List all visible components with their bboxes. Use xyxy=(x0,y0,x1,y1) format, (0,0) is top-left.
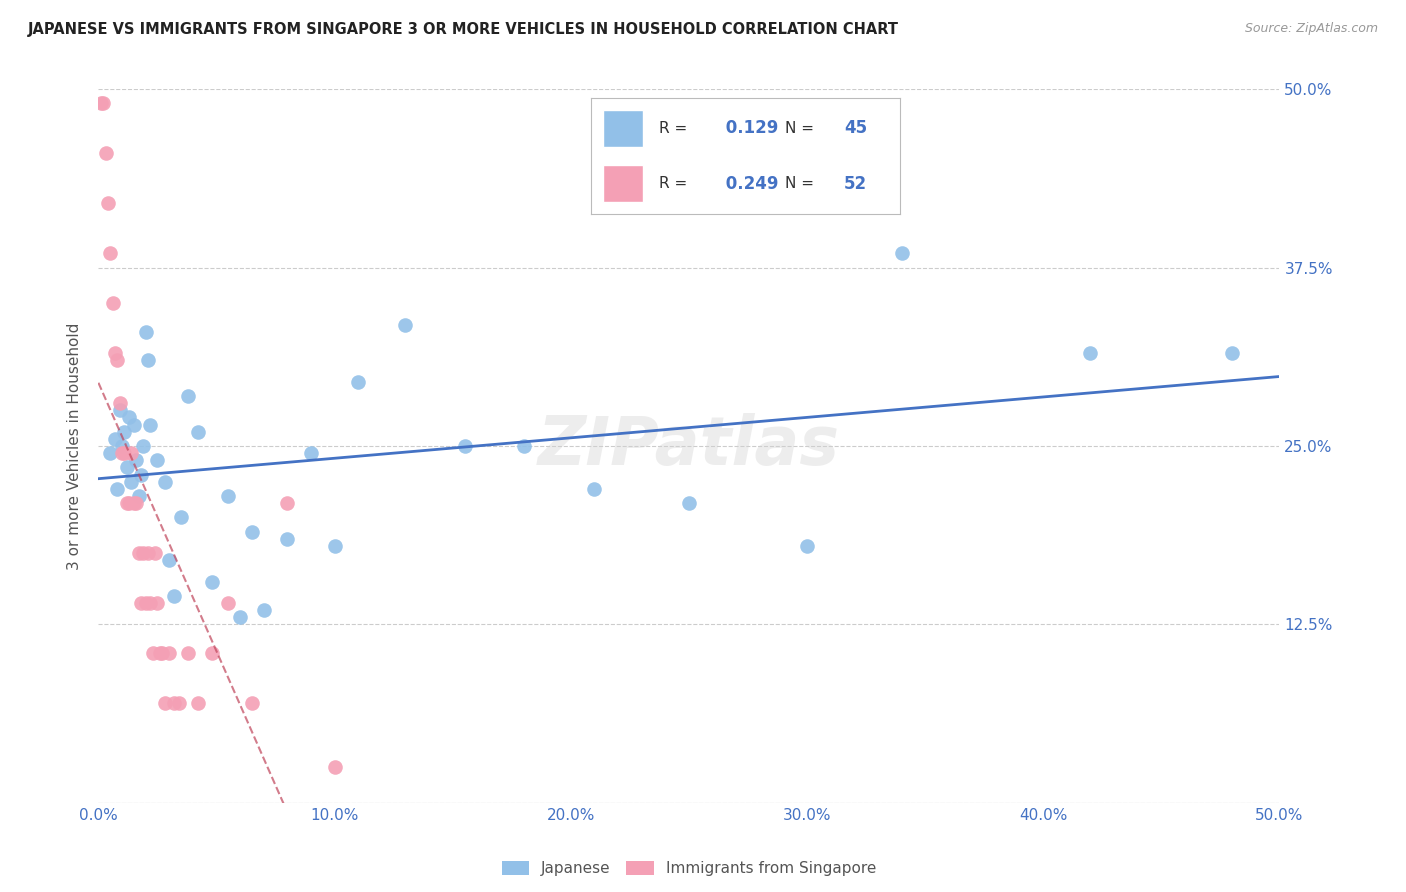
Point xyxy=(347,375,370,389)
Point xyxy=(201,574,224,589)
Point xyxy=(170,510,193,524)
Point xyxy=(97,196,120,211)
Text: 52: 52 xyxy=(844,175,868,193)
Point xyxy=(118,410,141,425)
Point xyxy=(157,553,180,567)
Point xyxy=(1080,346,1102,360)
Point xyxy=(104,432,127,446)
Point xyxy=(678,496,700,510)
Point xyxy=(323,760,346,774)
Point xyxy=(512,439,534,453)
Legend: Japanese, Immigrants from Singapore: Japanese, Immigrants from Singapore xyxy=(496,856,882,880)
Point xyxy=(167,696,190,710)
Point xyxy=(153,696,176,710)
Point xyxy=(139,596,162,610)
Text: N =: N = xyxy=(786,177,814,192)
Point xyxy=(115,460,138,475)
Point xyxy=(583,482,606,496)
Point xyxy=(98,446,121,460)
Point xyxy=(135,325,157,339)
Point xyxy=(125,453,148,467)
Point xyxy=(122,417,145,432)
Point xyxy=(163,696,186,710)
Point xyxy=(101,296,124,310)
Point xyxy=(146,596,169,610)
Y-axis label: 3 or more Vehicles in Household: 3 or more Vehicles in Household xyxy=(67,322,83,570)
Point xyxy=(142,646,165,660)
Point xyxy=(135,596,157,610)
Text: 0.249: 0.249 xyxy=(720,175,779,193)
Point xyxy=(132,546,155,560)
Point xyxy=(796,539,818,553)
Point xyxy=(394,318,416,332)
Text: R =: R = xyxy=(658,120,686,136)
Point xyxy=(136,353,159,368)
Point xyxy=(91,96,114,111)
Point xyxy=(122,496,145,510)
Text: 0.129: 0.129 xyxy=(720,120,779,137)
Point xyxy=(323,539,346,553)
Point xyxy=(146,453,169,467)
Point xyxy=(108,396,131,410)
Point xyxy=(217,489,239,503)
Text: ZIPatlas: ZIPatlas xyxy=(538,413,839,479)
Point xyxy=(201,646,224,660)
Text: 45: 45 xyxy=(844,120,868,137)
Point xyxy=(217,596,239,610)
Point xyxy=(111,446,134,460)
Point xyxy=(125,496,148,510)
Point xyxy=(153,475,176,489)
Point xyxy=(276,532,298,546)
Point xyxy=(111,439,134,453)
Point xyxy=(121,446,143,460)
Point xyxy=(177,646,200,660)
Point xyxy=(94,146,117,161)
Point xyxy=(112,425,135,439)
Point xyxy=(128,546,150,560)
Point xyxy=(105,353,128,368)
Point xyxy=(157,646,180,660)
Text: Source: ZipAtlas.com: Source: ZipAtlas.com xyxy=(1244,22,1378,36)
Point xyxy=(229,610,252,624)
Point xyxy=(128,489,150,503)
Point xyxy=(453,439,475,453)
Point xyxy=(240,524,263,539)
Point xyxy=(177,389,200,403)
FancyBboxPatch shape xyxy=(603,165,643,202)
Point xyxy=(129,596,152,610)
Point xyxy=(121,475,143,489)
Point xyxy=(132,439,155,453)
Point xyxy=(105,482,128,496)
Point xyxy=(150,646,173,660)
Point xyxy=(115,496,138,510)
Point xyxy=(187,425,209,439)
Text: N =: N = xyxy=(786,120,814,136)
Point xyxy=(163,589,186,603)
Point xyxy=(139,417,162,432)
Point xyxy=(104,346,127,360)
Point xyxy=(136,546,159,560)
Point xyxy=(90,96,112,111)
Point xyxy=(299,446,322,460)
Point xyxy=(108,403,131,417)
Point xyxy=(1220,346,1243,360)
Point xyxy=(118,496,141,510)
Text: JAPANESE VS IMMIGRANTS FROM SINGAPORE 3 OR MORE VEHICLES IN HOUSEHOLD CORRELATIO: JAPANESE VS IMMIGRANTS FROM SINGAPORE 3 … xyxy=(28,22,898,37)
Point xyxy=(890,246,912,260)
Point xyxy=(129,467,152,482)
Point xyxy=(187,696,209,710)
Point xyxy=(98,246,121,260)
Point xyxy=(276,496,298,510)
Point xyxy=(143,546,166,560)
Text: R =: R = xyxy=(658,177,686,192)
Point xyxy=(112,446,135,460)
Point xyxy=(253,603,276,617)
Point xyxy=(149,646,172,660)
Point xyxy=(240,696,263,710)
FancyBboxPatch shape xyxy=(603,110,643,147)
